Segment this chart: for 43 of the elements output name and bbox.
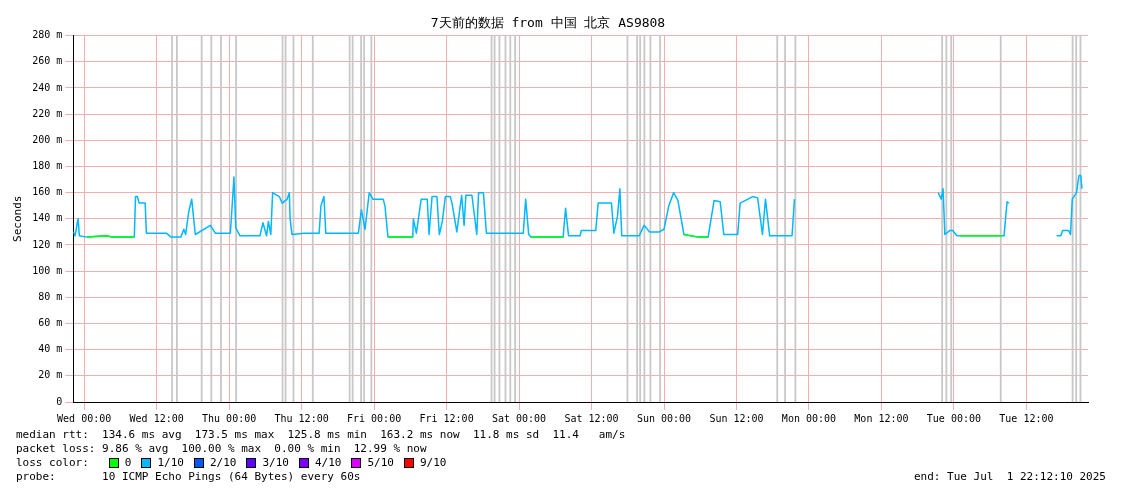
y-tick-label: 0 [56,395,63,407]
x-tick-label: Sun 00:00 [636,412,692,424]
x-tick-label: Tue 00:00 [926,412,982,424]
legend-label: 5/10 [367,456,394,470]
x-tick-label: Thu 12:00 [274,412,329,424]
y-tick-label: 220 m [32,107,63,119]
chart-title: 7天前的数据 from 中国 北京 AS9808 [430,15,666,31]
legend-title: loss color: [16,456,89,470]
y-tick-label: 60 m [38,317,63,329]
y-tick-label: 160 m [32,186,63,198]
legend-label: 4/10 [314,456,342,470]
legend-label: 3/10 [262,456,289,470]
x-tick-label: Sun 12:00 [709,412,764,424]
x-tick-label: Fri 00:00 [346,412,402,424]
x-tick-label: Mon 00:00 [781,412,837,424]
x-tick-label: Thu 00:00 [202,412,257,424]
legend-label: 9/10 [419,456,447,470]
x-tick-label: Fri 12:00 [419,412,474,424]
y-tick-label: 80 m [38,290,63,302]
y-tick-label: 180 m [32,160,63,172]
y-tick-label: 280 m [32,29,63,41]
x-tick-label: Wed 00:00 [57,412,112,424]
x-tick-label: Mon 12:00 [854,412,909,424]
y-tick-label: 200 m [32,133,63,145]
text: end: Tue Jul 1 22:12:10 2025 [913,470,1106,484]
x-tick-label: Wed 12:00 [129,412,184,424]
text: median rtt: 134.6 ms avg 173.5 ms max 125.8 ms min 163.2 ms now 11.8 ms sd 11.4 am/s [16,428,627,442]
text: packet loss: 9.86 % avg 100.00 % max 0.00 % min 12.99 % now [16,442,428,456]
y-tick-label: 20 m [38,369,63,381]
y-axis-title: Seconds [11,195,25,242]
legend-label: 0 [124,456,132,470]
y-tick-label: 240 m [32,81,63,93]
y-tick-label: 140 m [32,212,63,224]
y-tick-label: 40 m [38,343,63,355]
legend-label: 2/10 [209,456,237,470]
y-tick-label: 260 m [32,55,63,67]
legend-label: 1/10 [157,456,184,470]
x-tick-label: Tue 12:00 [999,412,1054,424]
text: probe: 10 ICMP Echo Pings (64 Bytes) every 60s [16,470,361,484]
y-tick-label: 100 m [32,264,63,276]
x-tick-label: Sat 12:00 [564,412,619,424]
y-tick-label: 120 m [32,238,63,250]
x-tick-label: Sat 00:00 [491,412,547,424]
